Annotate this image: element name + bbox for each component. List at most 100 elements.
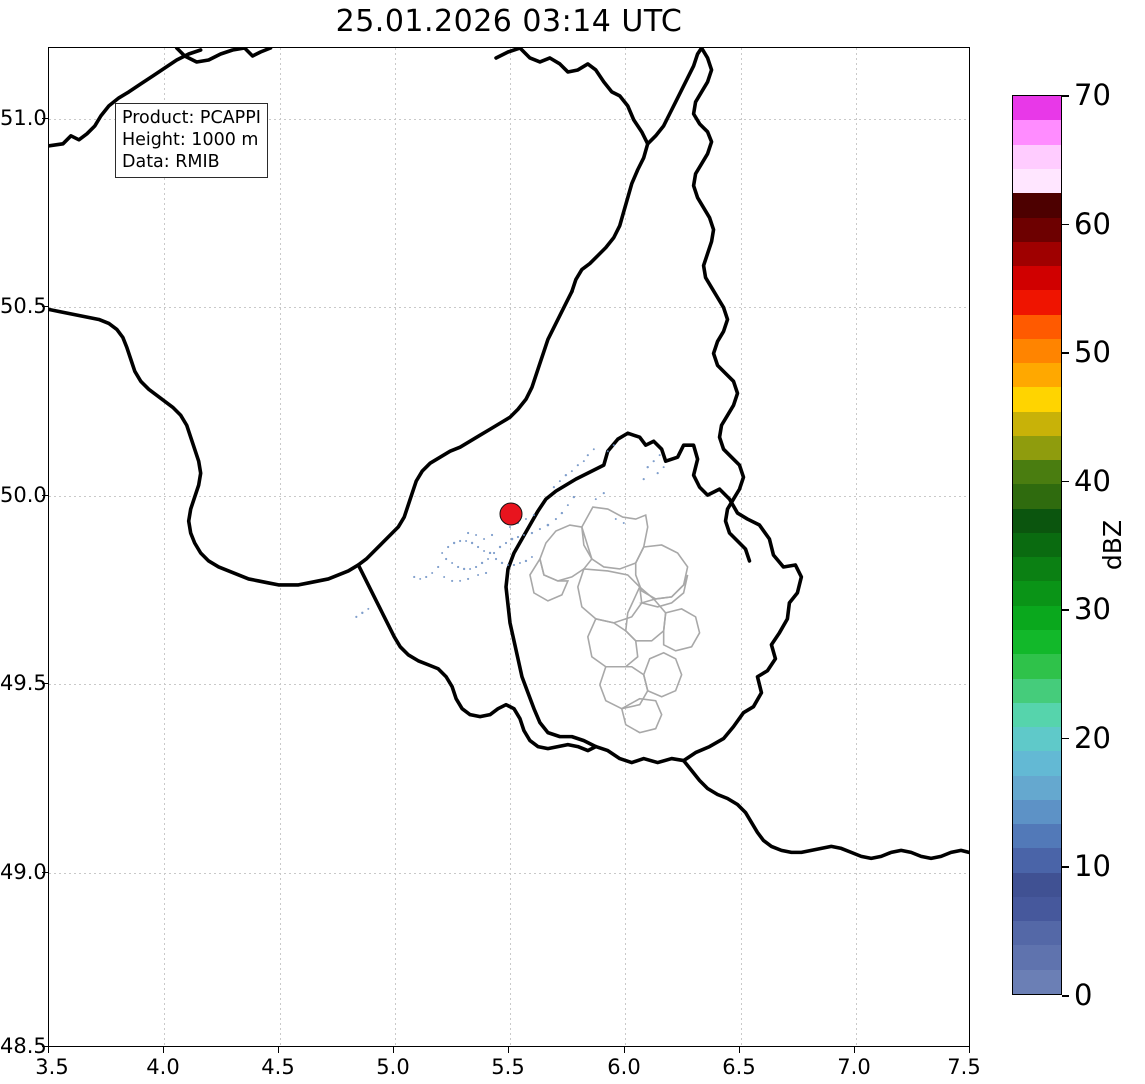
x-tick	[163, 1047, 164, 1053]
x-tick-label: 7.5	[947, 1055, 981, 1079]
y-tick	[42, 117, 48, 119]
info-box: Product: PCAPPI Height: 1000 m Data: RMI…	[115, 103, 268, 178]
colorbar-tick	[1062, 737, 1069, 740]
colorbar-tick-label: 50	[1074, 335, 1111, 370]
colorbar-band	[1013, 193, 1061, 218]
y-tick-label: 50.0	[0, 482, 47, 507]
colorbar-band	[1013, 581, 1061, 606]
x-tick-label: 6.0	[607, 1055, 641, 1079]
colorbar-band	[1013, 290, 1061, 315]
colorbar-band	[1013, 872, 1061, 897]
y-tick	[42, 1046, 48, 1047]
colorbar-band	[1013, 896, 1061, 922]
y-tick-label: 50.5	[0, 294, 47, 318]
gridline-horizontal	[49, 118, 969, 120]
colorbar-tick	[1062, 223, 1069, 226]
colorbar-band	[1013, 921, 1061, 946]
gridline-vertical	[625, 48, 627, 1046]
radar-map-plot: Product: PCAPPI Height: 1000 m Data: RMI…	[48, 47, 970, 1047]
x-tick	[48, 1047, 49, 1053]
colorbar-tick-label: 0	[1074, 978, 1093, 1012]
colorbar-band	[1013, 848, 1061, 873]
colorbar-band	[1013, 654, 1061, 679]
radar-echoes	[355, 444, 665, 618]
x-tick	[739, 1047, 740, 1053]
x-tick	[854, 1047, 855, 1053]
gridline-vertical	[394, 48, 396, 1046]
colorbar-tick	[1062, 995, 1069, 997]
y-tick	[42, 871, 48, 873]
x-tick	[969, 1047, 970, 1053]
colorbar-band	[1013, 338, 1061, 364]
colorbar-tick-label: 20	[1074, 720, 1111, 755]
colorbar-band	[1013, 387, 1061, 412]
gridline-horizontal	[49, 684, 969, 685]
colorbar-band	[1013, 775, 1061, 800]
colorbar-tick-label: 70	[1074, 78, 1111, 112]
colorbar-band	[1013, 557, 1061, 582]
y-tick	[42, 494, 48, 496]
colorbar-band	[1013, 945, 1061, 970]
colorbar-tick-label: 40	[1074, 463, 1111, 498]
gridline-horizontal	[49, 307, 969, 308]
x-tick-label: 6.5	[722, 1055, 756, 1079]
y-tick	[42, 683, 48, 684]
colorbar-band	[1013, 605, 1061, 631]
colorbar-tick-label: 30	[1074, 592, 1111, 627]
colorbar-band	[1013, 969, 1061, 994]
colorbar-band	[1013, 363, 1061, 388]
x-tick	[278, 1047, 279, 1053]
gridline-vertical	[279, 48, 281, 1046]
colorbar-tick	[1062, 95, 1069, 97]
colorbar-band	[1013, 96, 1061, 121]
y-tick-label: 49.0	[0, 859, 47, 884]
x-tick	[508, 1047, 509, 1053]
x-tick	[624, 1047, 625, 1053]
colorbar-band	[1013, 266, 1061, 291]
colorbar-tick-label: 60	[1074, 206, 1111, 241]
colorbar-band	[1013, 435, 1061, 461]
colorbar-band	[1013, 630, 1061, 655]
colorbar-axis-label: dBZ	[1098, 519, 1127, 571]
colorbar-tick	[1062, 480, 1069, 483]
colorbar-band	[1013, 824, 1061, 849]
x-tick-label: 5.5	[491, 1055, 525, 1079]
gridline-vertical	[164, 48, 166, 1046]
info-product: Product: PCAPPI	[122, 108, 261, 128]
colorbar-gradient	[1012, 95, 1062, 995]
colorbar-band	[1013, 751, 1061, 776]
colorbar-tick	[1062, 352, 1069, 354]
y-tick	[42, 306, 48, 307]
colorbar-band	[1013, 678, 1061, 703]
country-borders	[49, 48, 969, 861]
colorbar-band	[1013, 120, 1061, 145]
canton-boundaries	[529, 506, 701, 734]
y-tick-label: 48.5	[0, 1034, 47, 1058]
colorbar-tick-label: 10	[1074, 849, 1111, 884]
colorbar[interactable]: 0 10 20 30 40 50 60 70	[1012, 78, 1111, 1012]
colorbar-band	[1013, 532, 1061, 558]
info-height: Height: 1000 m	[122, 130, 259, 150]
colorbar-band	[1013, 314, 1061, 339]
colorbar-tick	[1062, 609, 1069, 611]
gridline-vertical	[855, 48, 857, 1046]
colorbar-band	[1013, 144, 1061, 169]
x-tick	[393, 1047, 394, 1053]
x-tick-label: 5.0	[376, 1055, 410, 1079]
colorbar-band	[1013, 241, 1061, 267]
x-tick-label: 7.0	[837, 1055, 871, 1079]
colorbar-band	[1013, 508, 1061, 533]
x-tick-label: 4.0	[146, 1055, 180, 1079]
colorbar-band	[1013, 484, 1061, 509]
colorbar-band	[1013, 217, 1061, 242]
y-tick-label: 51.0	[0, 105, 47, 130]
gridline-horizontal	[49, 495, 969, 497]
radar-station-marker[interactable]	[499, 502, 523, 526]
page-title: 25.01.2026 03:14 UTC	[335, 4, 683, 39]
info-data: Data: RMIB	[122, 152, 220, 172]
colorbar-band	[1013, 799, 1061, 825]
colorbar-band	[1013, 168, 1061, 194]
colorbar-band	[1013, 702, 1061, 728]
y-tick-label: 49.5	[0, 671, 47, 695]
luxembourg-border	[504, 431, 804, 765]
